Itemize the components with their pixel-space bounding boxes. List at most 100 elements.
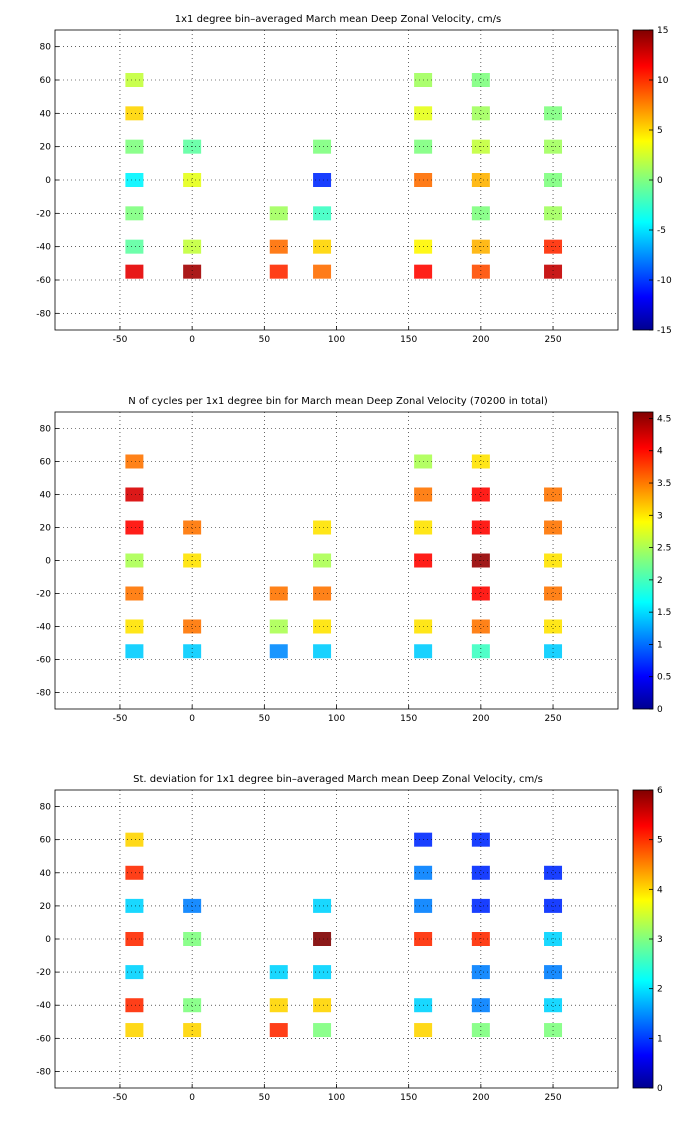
y-tick-labels: 80 60 40 20 0 -20 -40 -60 -80: [36, 803, 59, 1077]
data-cell: [269, 1023, 288, 1038]
data-cell: [313, 644, 332, 659]
data-cell: [313, 173, 332, 187]
y-tick-label: -40: [36, 1001, 51, 1011]
data-cell: [183, 264, 202, 279]
x-tick-label: 100: [328, 1093, 345, 1103]
x-tick-label: 200: [472, 1093, 489, 1103]
data-cell: [471, 898, 490, 913]
data-cell: [544, 106, 563, 121]
y-tick-label: 60: [40, 76, 52, 86]
data-cell: [471, 998, 490, 1013]
data-cell: [125, 998, 144, 1013]
x-tick-label: 150: [400, 1093, 417, 1103]
data-cell: [125, 73, 144, 87]
data-cell: [544, 998, 563, 1013]
data-cell: [544, 865, 563, 880]
data-cell: [183, 619, 202, 634]
y-tick-label: -80: [36, 689, 51, 699]
data-cell: [313, 264, 332, 279]
data-cell: [183, 998, 202, 1013]
y-tick-label: -60: [36, 276, 51, 286]
data-cell: [313, 553, 332, 568]
data-cell: [269, 239, 288, 254]
y-tick-label: -40: [36, 623, 51, 633]
data-cell: [125, 619, 144, 634]
y-tick-label: -60: [36, 656, 51, 666]
y-tick-label: 60: [40, 458, 52, 468]
x-tick-label: 150: [400, 335, 417, 345]
y-tick-label: -60: [36, 1034, 51, 1044]
colorbar-tick-labels: 15 10 5 0 -5 -10 -15: [649, 26, 672, 336]
x-tick-label: 100: [328, 714, 345, 724]
data-cell: [544, 520, 563, 535]
data-cell: [125, 106, 144, 121]
colorbar-tick-label: 0: [657, 176, 663, 186]
data-cell: [125, 520, 144, 535]
colorbar-tick-label: 2: [657, 985, 663, 995]
x-tick-label: 50: [259, 1093, 271, 1103]
colorbar-tick-label: 1: [657, 1034, 663, 1044]
y-tick-label: 40: [40, 109, 52, 119]
data-cell: [544, 264, 563, 279]
colorbar-tick-label: 0.5: [657, 673, 671, 683]
data-cell: [471, 619, 490, 634]
panel-title: 1x1 degree bin–averaged March mean Deep …: [175, 14, 502, 25]
panel-title: N of cycles per 1x1 degree bin for March…: [128, 396, 548, 407]
y-tick-label: 40: [40, 869, 52, 879]
data-cell: [313, 1023, 332, 1038]
data-cell: [269, 965, 288, 980]
data-cell: [313, 139, 332, 154]
data-cell: [183, 173, 202, 187]
data-cell: [414, 644, 433, 659]
y-tick-labels: 80 60 40 20 0 -20 -40 -60 -80: [36, 425, 59, 699]
colorbar-tick-label: -10: [657, 276, 672, 286]
x-tick-label: 0: [189, 714, 195, 724]
data-cell: [125, 644, 144, 659]
colorbar-tick-label: 2: [657, 576, 663, 586]
data-cell: [414, 1023, 433, 1038]
data-cell: [471, 173, 490, 187]
y-tick-label: 80: [40, 43, 52, 53]
data-cell: [125, 239, 144, 254]
data-cell: [269, 206, 288, 221]
y-tick-label: 20: [40, 143, 52, 153]
data-cell: [471, 965, 490, 980]
map-cells: [125, 73, 563, 279]
data-cell: [125, 1023, 144, 1038]
data-cell: [414, 264, 433, 279]
data-cell: [313, 932, 332, 946]
data-cell: [183, 520, 202, 535]
colorbar-tick-label: 3: [657, 511, 663, 521]
data-cell: [544, 586, 563, 601]
x-tick-label: 250: [544, 714, 561, 724]
y-tick-label: 0: [45, 935, 51, 945]
y-tick-label: 40: [40, 491, 52, 501]
data-cell: [125, 139, 144, 154]
y-tick-label: 80: [40, 425, 52, 435]
colorbar-tick-label: -15: [657, 326, 672, 336]
data-cell: [471, 586, 490, 601]
colorbar-tick-label: 5: [657, 836, 663, 846]
y-tick-label: 60: [40, 836, 52, 846]
x-tick-label: 250: [544, 1093, 561, 1103]
data-cell: [313, 206, 332, 221]
x-tick-label: 200: [472, 714, 489, 724]
x-tick-label: 0: [189, 335, 195, 345]
data-cell: [471, 454, 490, 469]
colorbar-tick-label: 4: [657, 885, 663, 895]
map-cells: [125, 832, 563, 1038]
grid-lines: [55, 412, 618, 709]
x-tick-labels: -50 0 50 100 150 200 250: [113, 326, 562, 345]
data-cell: [471, 264, 490, 279]
colorbar-tick-label: 0: [657, 705, 663, 715]
data-cell: [313, 239, 332, 254]
data-cell: [269, 619, 288, 634]
panel-n-cycles: N of cycles per 1x1 degree bin for March…: [36, 396, 671, 724]
data-cell: [125, 832, 144, 847]
data-cell: [544, 173, 563, 187]
panel-std-deviation: St. deviation for 1x1 degree bin–average…: [36, 774, 663, 1103]
data-cell: [471, 520, 490, 535]
data-cell: [313, 619, 332, 634]
data-cell: [125, 206, 144, 221]
y-tick-label: -20: [36, 209, 51, 219]
